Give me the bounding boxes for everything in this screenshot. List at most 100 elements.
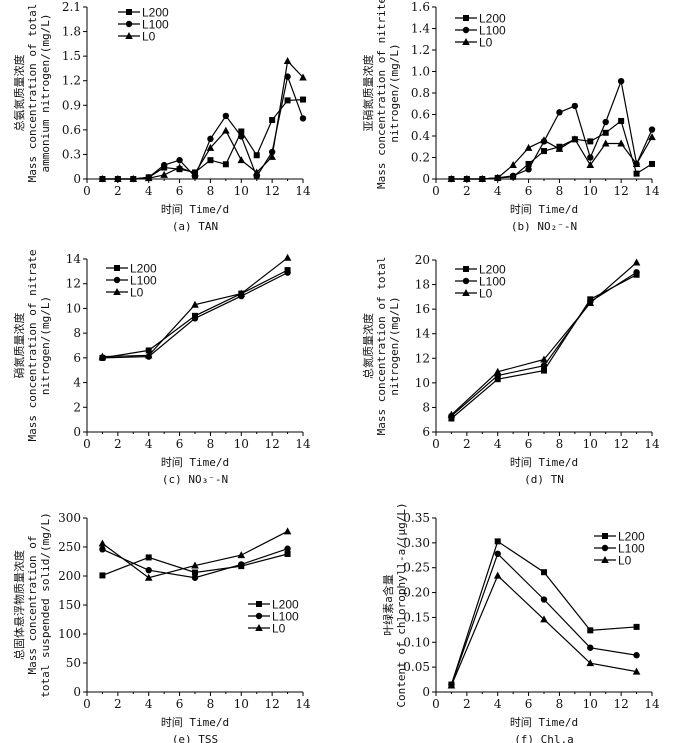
y-tick-label: 6 (73, 351, 81, 365)
x-axis-label: 时间 Time/d (510, 716, 578, 729)
data-point (540, 615, 548, 623)
series-L200 (99, 267, 291, 361)
y-axis-label: nitrogen/(mg/L) (388, 43, 401, 142)
series-L0 (98, 57, 307, 182)
series-L0 (447, 571, 641, 689)
y-tick-label: 1.2 (411, 43, 430, 57)
data-point (98, 352, 107, 360)
y-tick-label: 50 (66, 656, 81, 670)
legend-marker (125, 32, 133, 39)
y-tick-label: 150 (58, 598, 81, 612)
x-tick-label: 4 (145, 697, 153, 711)
y-tick-label: 10 (66, 301, 81, 315)
x-tick-label: 2 (463, 697, 471, 711)
y-tick-label: 0.6 (411, 108, 430, 122)
x-axis-label: 时间 Time/d (510, 203, 578, 216)
legend-marker (601, 556, 609, 563)
y-tick-label: 0.2 (411, 151, 430, 165)
x-tick-label: 10 (234, 184, 249, 198)
data-point (144, 351, 153, 359)
x-tick-label: 14 (295, 184, 311, 198)
data-point (632, 159, 641, 167)
data-point (587, 644, 594, 651)
data-point (617, 77, 625, 85)
legend-marker (602, 533, 608, 539)
data-point (191, 561, 199, 569)
y-tick-label: 4 (73, 376, 81, 390)
data-point (222, 161, 229, 168)
y-tick-label: 1.2 (62, 74, 81, 88)
data-point (252, 168, 261, 176)
x-tick-label: 14 (644, 437, 660, 451)
data-point (602, 118, 609, 126)
y-tick-label: 0.25 (403, 561, 430, 575)
x-tick-label: 6 (525, 184, 533, 198)
x-tick-label: 6 (525, 437, 533, 451)
data-point (222, 126, 230, 134)
x-tick-label: 0 (83, 184, 91, 198)
legend-label: L0 (479, 36, 493, 50)
data-point (540, 596, 548, 603)
y-tick-label: 250 (58, 540, 81, 554)
x-tick-label: 2 (463, 184, 471, 198)
y-tick-label: 300 (58, 511, 81, 525)
x-axis-label: 时间 Time/d (161, 716, 229, 729)
y-axis-label: 总固体悬浮物质量浓度 (12, 550, 26, 660)
data-point (586, 161, 595, 169)
y-axis-label: Mass concentration of nitrite (375, 0, 388, 189)
data-point (494, 550, 501, 557)
data-point (541, 367, 547, 374)
data-point (509, 172, 517, 179)
chart-panel-a: 0 2 4 6 8 10 12 14 0 0.3 0.6 0.9 1.2 1.5 1.8 2.1 时间 Time… (12, 0, 311, 233)
series-L0 (447, 133, 656, 182)
y-tick-label: 0.8 (411, 86, 430, 100)
data-point (192, 569, 198, 576)
data-point (191, 574, 199, 581)
y-axis-label: 硝氮质量浓度 (12, 313, 26, 379)
y-axis-label: total suspended solid/(mg/L) (39, 512, 52, 697)
chart-panel-e: 0 2 4 6 8 10 12 14 0 50 100 150 200 250 300 时间 Time/d (e… (12, 511, 311, 743)
y-axis-label: 叶绿素a含量 (381, 574, 395, 636)
data-point (207, 157, 214, 164)
x-tick-label: 14 (295, 437, 311, 451)
series-line (451, 136, 653, 180)
data-point (601, 139, 610, 147)
data-point (299, 115, 307, 122)
data-point (447, 175, 456, 182)
x-tick-label: 10 (583, 437, 598, 451)
y-tick-label: 2 (73, 400, 81, 414)
data-point (571, 135, 579, 143)
data-point (299, 73, 307, 81)
x-tick-label: 12 (265, 184, 280, 198)
legend-marker (462, 26, 470, 34)
chart-panel-d: 0 2 4 6 8 10 12 14 6 8 10 12 14 16 18 20 时间 Time/d (d) TN… (361, 253, 660, 486)
x-tick-label: 8 (207, 184, 215, 198)
x-tick-label: 8 (556, 697, 564, 711)
data-point (509, 161, 517, 169)
x-tick-label: 12 (614, 437, 629, 451)
series-line (450, 574, 637, 686)
y-tick-label: 0.3 (62, 147, 81, 161)
data-point (587, 138, 594, 145)
data-point (284, 550, 291, 557)
y-axis-label: 总氨氮质量浓度 (12, 55, 26, 132)
data-point (98, 175, 107, 182)
data-point (144, 174, 153, 182)
x-tick-label: 6 (176, 184, 184, 198)
y-tick-label: 18 (415, 278, 430, 292)
x-axis-label: 时间 Time/d (161, 203, 229, 216)
y-tick-label: 12 (415, 351, 430, 365)
chart-caption: (a) TAN (172, 220, 218, 233)
legend-marker (113, 276, 121, 284)
series-line (451, 119, 653, 180)
x-tick-label: 10 (583, 697, 598, 711)
data-point (556, 109, 563, 116)
y-tick-label: 0.30 (403, 536, 430, 550)
data-point (268, 152, 276, 160)
data-point (618, 117, 625, 124)
y-tick-label: 16 (415, 302, 430, 316)
y-tick-label: 14 (66, 252, 82, 266)
legend-label: L200 (479, 12, 506, 26)
legend-label: L100 (272, 610, 299, 624)
x-tick-label: 2 (114, 697, 122, 711)
